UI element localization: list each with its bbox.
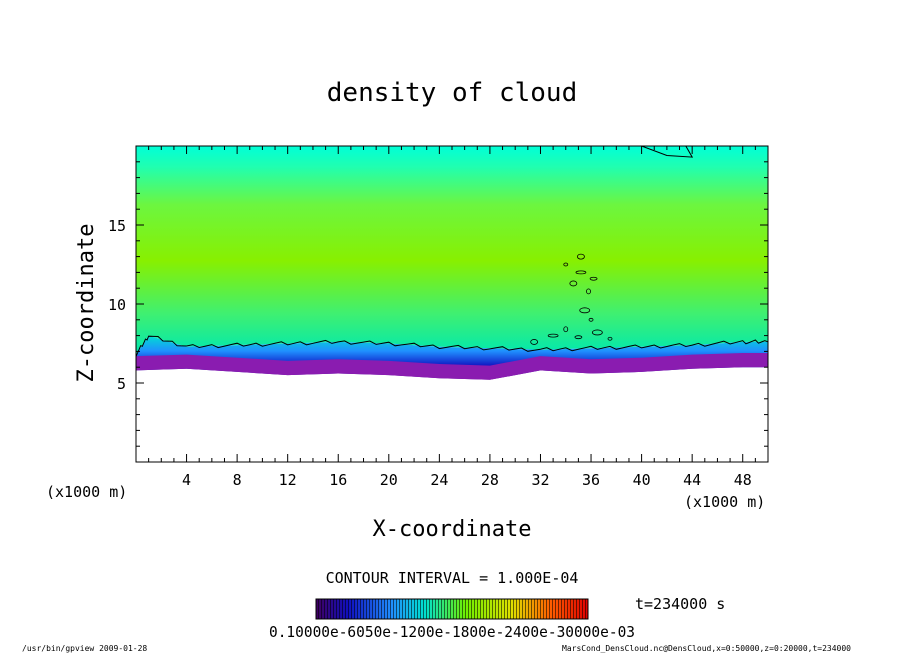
turbulent-contours [530, 253, 613, 345]
plot-area [136, 146, 768, 462]
y-unit-label: (x1000 m) [46, 483, 127, 501]
y-tick-label: 10 [108, 296, 126, 314]
top-contour [641, 146, 694, 158]
turbulent-contour [586, 288, 591, 295]
turbulent-contour [530, 339, 539, 345]
turbulent-contour [607, 336, 613, 341]
x-tick-label: 20 [380, 471, 398, 489]
x-axis-label: X-coordinate [373, 517, 532, 542]
y-tick-label: 5 [117, 375, 126, 393]
cloud-base-purple [136, 353, 768, 380]
footer-left: /usr/bin/gpview 2009-01-28 [22, 644, 147, 653]
x-tick-label: 44 [683, 471, 701, 489]
turbulent-contour [563, 262, 569, 267]
y-axis-label: Z-coordinate [74, 224, 99, 383]
turbulent-contour [563, 326, 569, 333]
colorbar [315, 598, 589, 620]
turbulent-contour [575, 270, 587, 275]
x-tick-label: 36 [582, 471, 600, 489]
x-tick-label: 12 [279, 471, 297, 489]
x-tick-label: 32 [531, 471, 549, 489]
turbulent-contour [591, 329, 603, 336]
time-label: t=234000 s [635, 595, 725, 613]
contour-interval: CONTOUR INTERVAL = 1.000E-04 [326, 569, 579, 587]
cloud-field [136, 146, 768, 355]
turbulent-contour [577, 253, 585, 260]
colorbar-labels: 0.10000e-6050e-1200e-1800e-2400e-30000e-… [269, 623, 635, 641]
x-tick-label: 4 [182, 471, 191, 489]
turbulent-contour [574, 335, 583, 340]
turbulent-contour [579, 307, 591, 314]
x-tick-label: 8 [233, 471, 242, 489]
x-tick-label: 16 [329, 471, 347, 489]
turbulent-contour [547, 333, 559, 338]
x-tick-label: 40 [633, 471, 651, 489]
chart-title: density of cloud [327, 78, 577, 108]
turbulent-contour [589, 276, 598, 281]
footer-right: MarsCond_DensCloud.nc@DensCloud,x=0:5000… [562, 644, 851, 653]
turbulent-contour [588, 317, 594, 322]
x-tick-label: 48 [734, 471, 752, 489]
y-tick-label: 15 [108, 217, 126, 235]
turbulent-contour [569, 280, 578, 287]
contour-line [136, 335, 768, 357]
x-unit-label: (x1000 m) [684, 493, 765, 511]
x-tick-label: 24 [430, 471, 448, 489]
x-tick-label: 28 [481, 471, 499, 489]
